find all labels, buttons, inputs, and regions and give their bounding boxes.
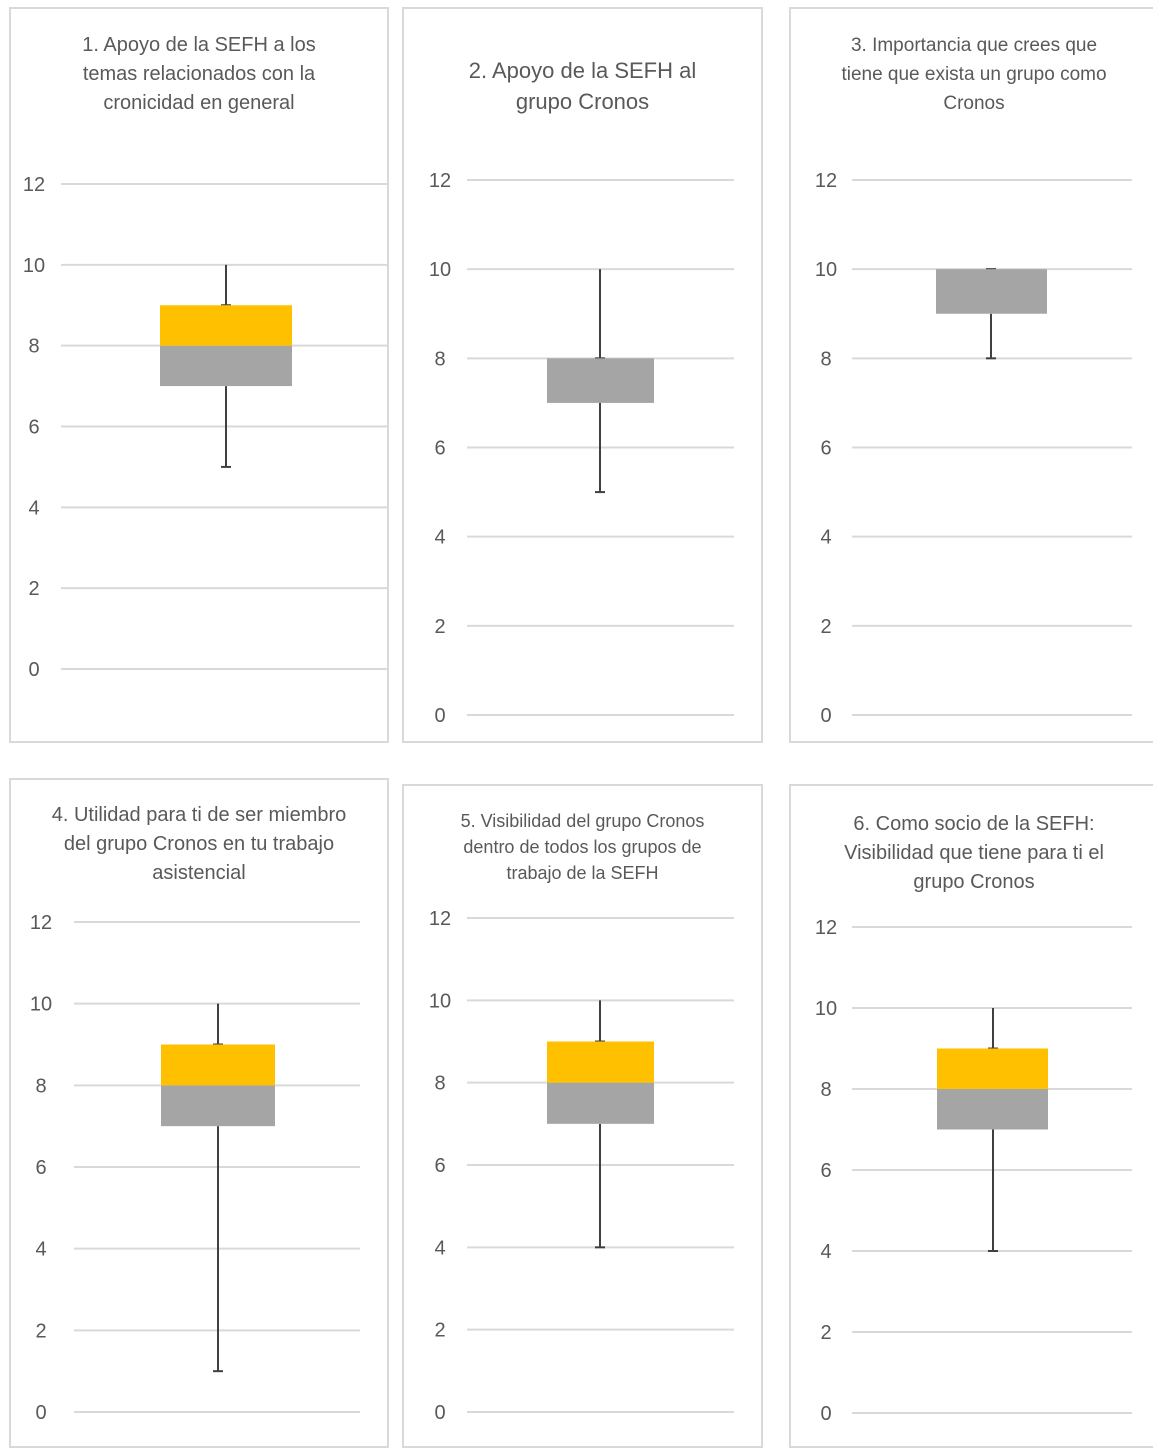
chart-title: 2. Apoyo de la SEFH al grupo Cronos — [468, 58, 697, 114]
box-lower-q1-median — [161, 1085, 275, 1127]
y-tick-label: 10 — [23, 255, 45, 277]
box-lower-q1-median — [547, 358, 654, 403]
chart-title: 6. Como socio de la SEFH: Visibilidad qu… — [844, 813, 1104, 893]
chart-plot: 0 2 4 6 8 10 12 — [429, 908, 734, 1424]
y-tick-label: 8 — [820, 1079, 831, 1101]
chart-title: 5. Visibilidad del grupo Cronos dentro d… — [460, 811, 705, 883]
chart-plot: 0 2 4 6 8 10 12 — [815, 170, 1132, 727]
chart-panel-5: 5. Visibilidad del grupo Cronos dentro d… — [402, 784, 763, 1448]
y-tick-label: 0 — [35, 1402, 46, 1424]
y-tick-label: 0 — [820, 1403, 831, 1425]
y-tick-label: 4 — [434, 1237, 445, 1259]
y-tick-label: 0 — [434, 705, 445, 727]
chart-panel-3: 3. Importancia que crees que tiene que e… — [789, 7, 1153, 743]
y-tick-label: 4 — [820, 1241, 831, 1263]
chart-plot: 0 2 4 6 8 10 12 — [815, 917, 1132, 1425]
box-lower-q1-median — [936, 269, 1047, 314]
chart-panel-4: 4. Utilidad para ti de ser miembro del g… — [9, 778, 389, 1448]
chart-title: 1. Apoyo de la SEFH a los temas relacion… — [82, 34, 316, 114]
y-tick-label: 10 — [429, 259, 451, 281]
y-tick-label: 12 — [815, 170, 837, 192]
y-tick-label: 2 — [434, 616, 445, 638]
box-upper-median-q3 — [160, 305, 292, 346]
y-tick-label: 10 — [30, 994, 52, 1016]
y-tick-label: 8 — [434, 1073, 445, 1095]
y-tick-label: 2 — [28, 578, 39, 600]
y-tick-label: 0 — [434, 1402, 445, 1424]
box-lower-q1-median — [937, 1089, 1048, 1130]
chart-panel-2: 2. Apoyo de la SEFH al grupo Cronos 0 2 4 6… — [402, 7, 763, 743]
y-tick-label: 8 — [35, 1075, 46, 1097]
chart-panel-1: 1. Apoyo de la SEFH a los temas relacion… — [9, 7, 389, 743]
y-tick-label: 6 — [820, 438, 831, 460]
chart-plot: 0 2 4 6 8 10 12 — [30, 912, 360, 1424]
chart-plot: 0 2 4 6 8 10 12 — [429, 170, 734, 727]
y-tick-label: 10 — [815, 998, 837, 1020]
y-tick-label: 8 — [434, 348, 445, 370]
y-tick-label: 0 — [820, 705, 831, 727]
y-tick-label: 12 — [429, 908, 451, 930]
y-tick-label: 4 — [35, 1239, 46, 1261]
y-tick-label: 2 — [434, 1320, 445, 1342]
y-tick-label: 6 — [434, 1155, 445, 1177]
y-tick-label: 12 — [23, 174, 45, 196]
y-tick-label: 2 — [820, 616, 831, 638]
box-lower-q1-median — [547, 1082, 654, 1124]
y-tick-label: 4 — [28, 497, 39, 519]
chart-panel-6: 6. Como socio de la SEFH: Visibilidad qu… — [789, 784, 1153, 1448]
y-tick-label: 10 — [815, 259, 837, 281]
box-lower-q1-median — [160, 345, 292, 387]
y-tick-label: 10 — [429, 990, 451, 1012]
chart-title: 4. Utilidad para ti de ser miembro del g… — [51, 804, 347, 884]
y-tick-label: 6 — [35, 1157, 46, 1179]
y-tick-label: 12 — [815, 917, 837, 939]
chart-plot: 0 2 4 6 8 10 12 — [23, 174, 387, 681]
y-tick-label: 2 — [35, 1320, 46, 1342]
y-tick-label: 8 — [28, 336, 39, 358]
y-tick-label: 4 — [820, 527, 831, 549]
y-tick-label: 4 — [434, 527, 445, 549]
box-upper-median-q3 — [547, 1041, 654, 1083]
chart-title: 3. Importancia que crees que tiene que e… — [841, 35, 1107, 114]
box-upper-median-q3 — [161, 1044, 275, 1086]
y-tick-label: 8 — [820, 348, 831, 370]
y-tick-label: 6 — [434, 438, 445, 460]
y-tick-label: 12 — [30, 912, 52, 934]
y-tick-label: 2 — [820, 1322, 831, 1344]
y-tick-label: 6 — [820, 1160, 831, 1182]
box-upper-median-q3 — [937, 1048, 1048, 1089]
y-tick-label: 6 — [28, 417, 39, 439]
y-tick-label: 0 — [28, 659, 39, 681]
y-tick-label: 12 — [429, 170, 451, 192]
